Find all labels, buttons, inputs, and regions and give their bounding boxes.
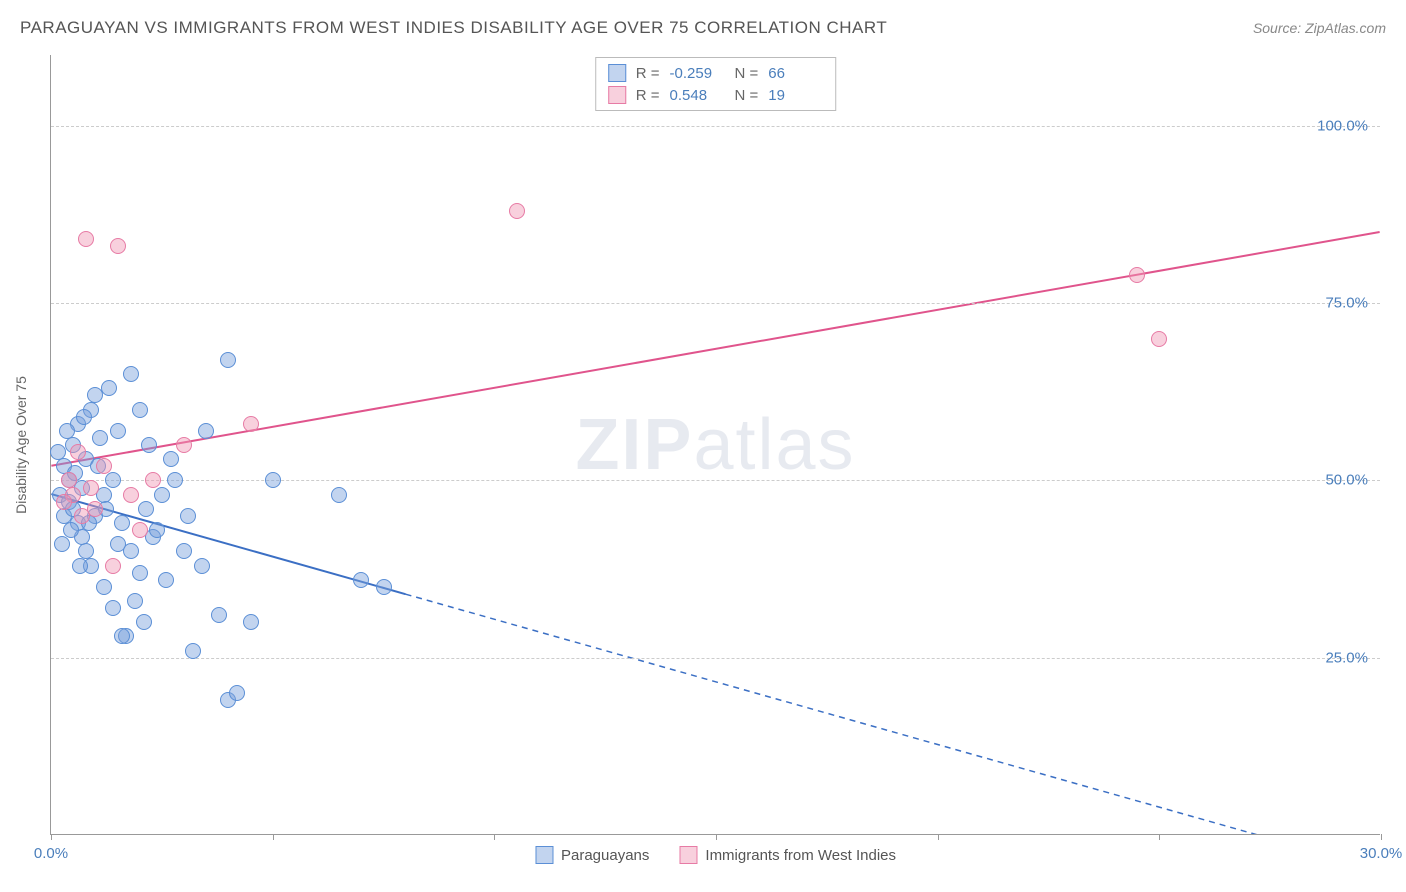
scatter-point xyxy=(72,558,88,574)
scatter-point xyxy=(63,522,79,538)
y-axis-label: Disability Age Over 75 xyxy=(13,376,29,514)
scatter-point xyxy=(167,472,183,488)
scatter-point xyxy=(229,685,245,701)
scatter-point xyxy=(198,423,214,439)
scatter-point xyxy=(180,508,196,524)
series-swatch xyxy=(608,86,626,104)
chart-legend: Paraguayans Immigrants from West Indies xyxy=(535,846,896,864)
scatter-point xyxy=(176,543,192,559)
scatter-point xyxy=(509,203,525,219)
stats-row: R =-0.259N =66 xyxy=(608,62,824,84)
scatter-point xyxy=(96,579,112,595)
scatter-point xyxy=(101,380,117,396)
legend-swatch xyxy=(679,846,697,864)
scatter-chart: Disability Age Over 75 ZIPatlas R =-0.25… xyxy=(50,55,1380,835)
scatter-point xyxy=(132,402,148,418)
scatter-point xyxy=(123,543,139,559)
scatter-point xyxy=(176,437,192,453)
scatter-point xyxy=(87,501,103,517)
scatter-point xyxy=(145,472,161,488)
scatter-point xyxy=(105,558,121,574)
x-tick-label: 0.0% xyxy=(34,845,68,862)
gridline-horizontal xyxy=(51,480,1380,481)
y-tick-label: 25.0% xyxy=(1325,649,1368,666)
scatter-point xyxy=(78,231,94,247)
x-tick xyxy=(51,834,52,840)
trendlines-svg xyxy=(51,55,1380,834)
scatter-point xyxy=(132,522,148,538)
stats-row: R =0.548N =19 xyxy=(608,84,824,106)
scatter-point xyxy=(50,444,66,460)
scatter-point xyxy=(59,423,75,439)
legend-label: Paraguayans xyxy=(561,847,649,864)
scatter-point xyxy=(138,501,154,517)
y-tick-label: 50.0% xyxy=(1325,472,1368,489)
scatter-point xyxy=(220,352,236,368)
scatter-point xyxy=(136,614,152,630)
scatter-point xyxy=(158,572,174,588)
scatter-point xyxy=(265,472,281,488)
legend-swatch xyxy=(535,846,553,864)
chart-title: PARAGUAYAN VS IMMIGRANTS FROM WEST INDIE… xyxy=(20,18,887,38)
scatter-point xyxy=(114,628,130,644)
scatter-point xyxy=(83,480,99,496)
scatter-point xyxy=(1129,267,1145,283)
legend-item: Paraguayans xyxy=(535,846,649,864)
scatter-point xyxy=(243,416,259,432)
series-swatch xyxy=(608,64,626,82)
chart-header: PARAGUAYAN VS IMMIGRANTS FROM WEST INDIE… xyxy=(20,18,1386,38)
scatter-point xyxy=(1151,331,1167,347)
scatter-point xyxy=(110,238,126,254)
scatter-point xyxy=(70,444,86,460)
scatter-point xyxy=(243,614,259,630)
x-tick xyxy=(716,834,717,840)
scatter-point xyxy=(92,430,108,446)
scatter-point xyxy=(132,565,148,581)
x-tick-label: 30.0% xyxy=(1360,845,1403,862)
watermark: ZIPatlas xyxy=(575,404,855,486)
scatter-point xyxy=(110,423,126,439)
scatter-point xyxy=(105,472,121,488)
x-tick xyxy=(1381,834,1382,840)
gridline-horizontal xyxy=(51,126,1380,127)
scatter-point xyxy=(123,487,139,503)
scatter-point xyxy=(154,487,170,503)
scatter-point xyxy=(376,579,392,595)
scatter-point xyxy=(194,558,210,574)
source-label: Source: ZipAtlas.com xyxy=(1253,20,1386,36)
scatter-point xyxy=(54,536,70,552)
correlation-stats-box: R =-0.259N =66R =0.548N =19 xyxy=(595,57,837,111)
scatter-point xyxy=(353,572,369,588)
scatter-point xyxy=(163,451,179,467)
scatter-point xyxy=(114,515,130,531)
x-tick xyxy=(938,834,939,840)
scatter-point xyxy=(96,458,112,474)
gridline-horizontal xyxy=(51,658,1380,659)
y-tick-label: 100.0% xyxy=(1317,117,1368,134)
scatter-point xyxy=(185,643,201,659)
x-tick xyxy=(273,834,274,840)
scatter-point xyxy=(331,487,347,503)
gridline-horizontal xyxy=(51,303,1380,304)
scatter-point xyxy=(56,494,72,510)
scatter-point xyxy=(141,437,157,453)
y-tick-label: 75.0% xyxy=(1325,295,1368,312)
scatter-point xyxy=(211,607,227,623)
scatter-point xyxy=(105,600,121,616)
x-tick xyxy=(1159,834,1160,840)
scatter-point xyxy=(127,593,143,609)
scatter-point xyxy=(76,409,92,425)
legend-label: Immigrants from West Indies xyxy=(705,847,896,864)
scatter-point xyxy=(123,366,139,382)
x-tick xyxy=(494,834,495,840)
scatter-point xyxy=(149,522,165,538)
legend-item: Immigrants from West Indies xyxy=(679,846,896,864)
